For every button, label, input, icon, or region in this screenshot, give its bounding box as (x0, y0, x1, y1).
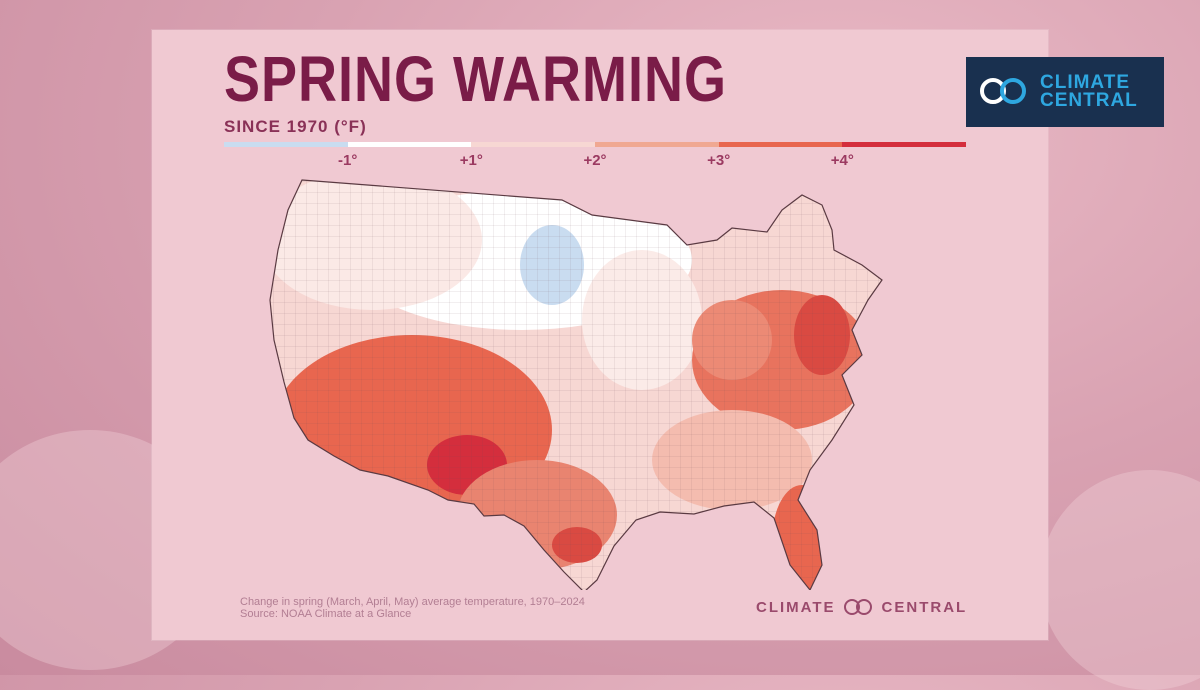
us-county-map (269, 179, 883, 590)
climate-central-rings-icon (976, 74, 1040, 110)
legend-tick-label: +1° (459, 152, 483, 169)
legend-tick-label: +4° (830, 152, 854, 169)
legend-segment (595, 142, 719, 147)
legend-segment (718, 142, 843, 147)
footer-brand-right: CENTRAL (881, 598, 968, 616)
legend-segment (224, 142, 348, 147)
legend-segment (347, 142, 472, 147)
legend-segment (842, 142, 967, 147)
legend-color-bar (224, 142, 967, 147)
logo-line1: CLIMATE (1040, 72, 1131, 93)
infographic-card: SPRING WARMING SINCE 1970 (°F) -1° +1° +2°… (152, 30, 1048, 640)
legend-segment (471, 142, 596, 147)
page-title: SPRING WARMING (224, 44, 728, 116)
legend-tick-label: +3° (707, 152, 731, 169)
caption-source: Source: NOAA Climate at a Glance (240, 608, 412, 620)
legend-labels: -1° +1° +2° +3° +4° (224, 152, 966, 172)
caption-description: Change in spring (March, April, May) ave… (240, 596, 585, 608)
footer-brand: CLIMATE CENTRAL (756, 598, 967, 616)
background-flower-blob (1040, 470, 1200, 690)
page-subtitle: SINCE 1970 (°F) (224, 117, 367, 136)
legend-tick-label: -1° (337, 152, 358, 169)
footer-brand-left: CLIMATE (756, 598, 836, 616)
logo-text: CLIMATE CENTRAL (1040, 72, 1138, 111)
logo-line2: CENTRAL (1040, 90, 1138, 111)
legend-tick-label: +2° (583, 152, 607, 169)
map-caption: Change in spring (March, April, May) ave… (240, 596, 585, 620)
climate-central-rings-icon (842, 598, 876, 616)
climate-central-logo: CLIMATE CENTRAL (966, 57, 1164, 127)
